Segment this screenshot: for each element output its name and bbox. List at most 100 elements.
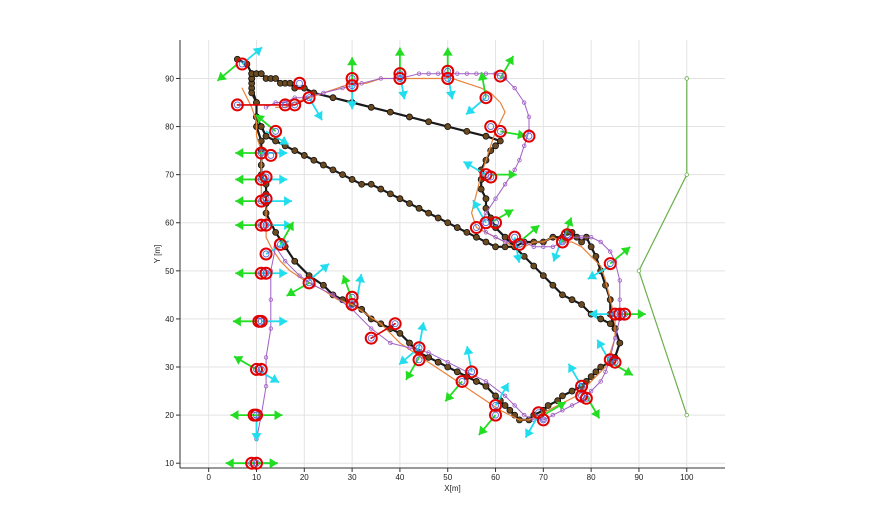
pose-marker-inner xyxy=(415,356,423,364)
trajectory-node xyxy=(482,382,490,390)
x-tick-label: 80 xyxy=(587,473,596,482)
trajectory-node xyxy=(501,402,509,409)
green-arrow-head xyxy=(394,47,405,56)
pose-marker xyxy=(455,374,469,388)
purple-point xyxy=(464,71,470,76)
trajectory-node xyxy=(530,262,538,270)
x-tick-label: 20 xyxy=(300,473,309,482)
green-point xyxy=(684,76,689,81)
cyan-arrow-head xyxy=(355,274,365,283)
pose-marker xyxy=(259,247,273,261)
pose-marker-inner xyxy=(458,377,466,385)
pose-marker-inner xyxy=(482,94,490,102)
pose-marker-inner xyxy=(444,75,452,82)
x-tick-label: 0 xyxy=(206,473,211,482)
pose-marker xyxy=(345,297,359,311)
purple-point xyxy=(330,292,336,298)
purple-point xyxy=(483,379,489,384)
purple-point xyxy=(426,350,431,355)
green-arrow-head xyxy=(269,458,278,469)
trajectory-node xyxy=(549,281,557,289)
green-arrow-head xyxy=(235,174,244,185)
pose-marker xyxy=(393,71,407,85)
green-arrow-head xyxy=(233,356,244,365)
trajectory-node xyxy=(406,200,413,207)
pose-marker xyxy=(249,408,263,422)
pose-marker xyxy=(278,98,292,112)
cyan-arrow-head xyxy=(398,90,408,100)
pose-marker-inner xyxy=(262,195,270,203)
trajectory-node xyxy=(587,243,595,251)
pose-marker xyxy=(345,79,359,93)
purple-point xyxy=(502,182,508,187)
pose-marker-inner xyxy=(578,382,586,390)
trajectory-node xyxy=(492,243,499,251)
trajectory-node xyxy=(482,195,490,203)
trajectory-node xyxy=(539,272,547,280)
purple-point xyxy=(579,234,584,240)
series-line-orange xyxy=(241,77,616,421)
purple-point xyxy=(588,388,594,394)
pose-markers xyxy=(230,57,632,470)
trajectory-node xyxy=(473,378,480,385)
pose-marker-inner xyxy=(487,123,495,131)
pose-marker-inner xyxy=(496,72,504,80)
trajectory-node xyxy=(377,185,385,193)
pose-marker-inner xyxy=(305,279,313,287)
cyan-arrow-head xyxy=(466,105,476,115)
purple-point xyxy=(359,81,364,86)
purple-point xyxy=(321,90,326,96)
purple-point xyxy=(268,297,274,302)
purple-point xyxy=(340,85,345,91)
green-arrow-head xyxy=(217,71,227,81)
purple-point xyxy=(445,360,450,365)
purple-point xyxy=(474,71,479,76)
pose-marker-inner xyxy=(348,75,356,82)
green-arrow-head xyxy=(235,148,244,159)
purple-point xyxy=(263,384,269,389)
cyan-arrow-head xyxy=(279,316,288,327)
pose-marker xyxy=(264,148,278,162)
pose-marker xyxy=(259,266,273,280)
pose-marker xyxy=(441,71,455,85)
pose-marker xyxy=(608,307,622,321)
cyan-arrow-head xyxy=(284,196,293,207)
pose-marker-inner xyxy=(444,67,452,75)
green-point xyxy=(684,412,689,418)
pose-marker-inner xyxy=(281,101,289,109)
pose-marker-inner xyxy=(496,127,504,135)
pose-marker-inner xyxy=(257,365,265,373)
trajectory-node xyxy=(367,103,375,111)
pose-marker xyxy=(412,341,426,355)
trajectory-node xyxy=(262,132,270,140)
pose-marker xyxy=(579,391,593,405)
purple-point xyxy=(588,234,594,240)
cyan-arrow-head xyxy=(500,382,509,393)
x-tick-label: 50 xyxy=(443,473,452,482)
pose-marker-inner xyxy=(563,231,571,239)
pose-marker-inner xyxy=(515,240,523,248)
purple-point xyxy=(407,345,412,350)
y-tick-label: 50 xyxy=(165,267,174,276)
trajectory-node xyxy=(415,204,423,212)
pose-marker-inner xyxy=(233,101,241,109)
pose-marker xyxy=(465,365,479,379)
trajectory-node xyxy=(257,123,265,130)
pose-marker-inner xyxy=(582,394,590,402)
purple-point xyxy=(550,412,556,418)
trajectory-node xyxy=(482,132,490,140)
y-tick-label: 90 xyxy=(165,74,174,83)
trajectory-node xyxy=(425,353,432,361)
purple-point xyxy=(512,85,517,91)
purple-point xyxy=(388,340,393,346)
pose-marker-inner xyxy=(611,358,619,366)
x-tick-label: 30 xyxy=(348,473,357,482)
green-arrow-head xyxy=(232,316,241,327)
pose-marker xyxy=(259,218,273,232)
green-arrow-head xyxy=(623,366,633,376)
pose-marker xyxy=(441,64,455,78)
pose-marker xyxy=(560,228,574,242)
pose-marker xyxy=(249,362,263,376)
green-arrow-head xyxy=(620,246,631,256)
trajectory-node xyxy=(501,233,509,241)
